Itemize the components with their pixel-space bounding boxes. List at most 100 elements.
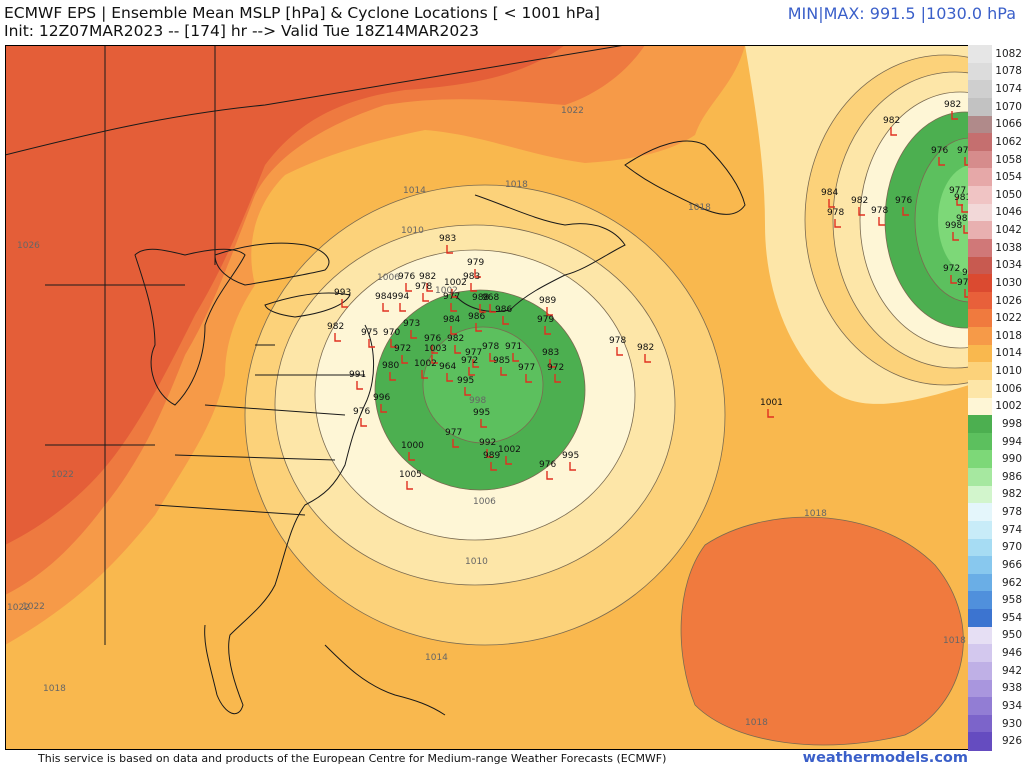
low-marker-icon bbox=[549, 359, 556, 368]
low-marker-icon bbox=[938, 157, 945, 166]
cyclone-low: 982 bbox=[327, 322, 344, 342]
low-marker-icon bbox=[489, 353, 496, 362]
cyclone-low: 995 bbox=[473, 408, 490, 428]
low-pressure-value: 993 bbox=[334, 288, 351, 298]
low-marker-icon bbox=[472, 359, 479, 368]
low-pressure-value: 973 bbox=[403, 319, 420, 329]
low-pressure-value: 982 bbox=[419, 272, 436, 282]
colorbar-label: 946 bbox=[1001, 647, 1022, 660]
low-pressure-value: 986 bbox=[468, 312, 485, 322]
cyclone-low: 992 bbox=[479, 438, 496, 458]
low-marker-icon bbox=[858, 207, 865, 216]
cyclone-low: 978 bbox=[827, 208, 844, 228]
cyclone-low: 976 bbox=[398, 272, 415, 292]
low-pressure-value: 972 bbox=[943, 264, 960, 274]
low-pressure-value: 1005 bbox=[399, 470, 422, 480]
cyclone-low: 978 bbox=[415, 282, 432, 302]
low-marker-icon bbox=[890, 127, 897, 136]
cyclone-low: 984 bbox=[821, 188, 838, 208]
init-valid-time: Init: 12Z07MAR2023 -- [174] hr --> Valid… bbox=[4, 22, 479, 40]
colorbar-label: 1054 bbox=[995, 171, 1022, 184]
low-pressure-value: 982 bbox=[327, 322, 344, 332]
low-marker-icon bbox=[767, 409, 774, 418]
colorbar-label: 1078 bbox=[995, 65, 1022, 78]
low-marker-icon bbox=[464, 387, 471, 396]
colorbar-swatch bbox=[968, 644, 992, 663]
colorbar-swatch bbox=[968, 573, 992, 592]
colorbar-label: 958 bbox=[1001, 594, 1022, 607]
low-marker-icon bbox=[486, 449, 493, 458]
cyclone-low: 982 bbox=[637, 343, 654, 363]
low-marker-icon bbox=[525, 374, 532, 383]
low-marker-icon bbox=[569, 462, 576, 471]
colorbar-label: 986 bbox=[1001, 470, 1022, 483]
colorbar-label: 982 bbox=[1001, 488, 1022, 501]
colorbar-label: 1066 bbox=[995, 118, 1022, 131]
low-marker-icon bbox=[878, 217, 885, 226]
coastlines bbox=[5, 45, 746, 716]
colorbar-swatch bbox=[968, 626, 992, 645]
colorbar-label: 930 bbox=[1001, 717, 1022, 730]
isobar-label: 1018 bbox=[745, 718, 768, 728]
low-marker-icon bbox=[964, 157, 969, 166]
low-marker-icon bbox=[490, 462, 497, 471]
colorbar-swatch bbox=[968, 115, 992, 134]
cyclone-low: 984 bbox=[375, 292, 392, 312]
site-link[interactable]: weathermodels.com bbox=[802, 750, 968, 766]
colorbar-swatch bbox=[968, 221, 992, 240]
low-marker-icon bbox=[426, 283, 433, 292]
low-pressure-value: 984 bbox=[443, 315, 460, 325]
low-marker-icon bbox=[452, 439, 459, 448]
colorbar-swatch bbox=[968, 520, 992, 539]
low-marker-icon bbox=[470, 283, 477, 292]
cyclone-low: 981 bbox=[954, 193, 969, 213]
low-marker-icon bbox=[356, 381, 363, 390]
colorbar-swatch bbox=[968, 80, 992, 99]
cyclone-low: 972 bbox=[461, 356, 478, 376]
isobar-label: 1018 bbox=[43, 684, 66, 694]
low-marker-icon bbox=[390, 339, 397, 348]
cyclone-low: 977 bbox=[443, 292, 460, 312]
low-pressure-value: 977 bbox=[443, 292, 460, 302]
cyclone-low: 989 bbox=[539, 296, 556, 316]
colorbar-label: 1006 bbox=[995, 382, 1022, 395]
colorbar-swatch bbox=[968, 732, 992, 751]
colorbar-label: 926 bbox=[1001, 735, 1022, 748]
low-pressure-value: 1001 bbox=[760, 398, 783, 408]
cyclone-low: 978 bbox=[871, 206, 888, 226]
low-pressure-value: 979 bbox=[467, 258, 484, 268]
colorbar-label: 962 bbox=[1001, 576, 1022, 589]
low-pressure-value: 978 bbox=[482, 342, 499, 352]
colorbar-label: 998 bbox=[1001, 417, 1022, 430]
low-marker-icon bbox=[401, 355, 408, 364]
low-marker-icon bbox=[422, 293, 429, 302]
isobar-label: 1022 bbox=[51, 470, 74, 480]
low-pressure-value: 986 bbox=[495, 305, 512, 315]
colorbar-label: 978 bbox=[1001, 506, 1022, 519]
cyclone-low-markers: 9829769749828398297897697897798198497297… bbox=[327, 100, 969, 490]
colorbar-label: 1034 bbox=[995, 259, 1022, 272]
low-pressure-value: 976 bbox=[353, 407, 370, 417]
low-marker-icon bbox=[546, 307, 553, 316]
low-pressure-value: 976 bbox=[895, 196, 912, 206]
cyclone-low: 980 bbox=[382, 361, 399, 381]
low-pressure-value: 978 bbox=[827, 208, 844, 218]
colorbar-label: 966 bbox=[1001, 558, 1022, 571]
low-pressure-value: 978 bbox=[415, 282, 432, 292]
colorbar-label: 990 bbox=[1001, 453, 1022, 466]
colorbar-label: 994 bbox=[1001, 435, 1022, 448]
colorbar-swatch bbox=[968, 168, 992, 187]
colorbar-label: 950 bbox=[1001, 629, 1022, 642]
cyclone-low: 977 bbox=[949, 186, 966, 206]
colorbar-label: 1062 bbox=[995, 135, 1022, 148]
low-pressure-value: 995 bbox=[457, 376, 474, 386]
field-1030-west bbox=[5, 45, 565, 545]
cyclone-low: 994 bbox=[392, 292, 409, 312]
colorbar-swatch bbox=[968, 397, 992, 416]
low-pressure-value: 983 bbox=[439, 234, 456, 244]
field-994-east-ring bbox=[938, 165, 969, 275]
low-marker-icon bbox=[382, 303, 389, 312]
cyclone-low: 975 bbox=[361, 328, 378, 348]
colorbar-label: 1014 bbox=[995, 347, 1022, 360]
min-max-readout: MIN|MAX: 991.5 |1030.0 hPa bbox=[787, 4, 1016, 23]
